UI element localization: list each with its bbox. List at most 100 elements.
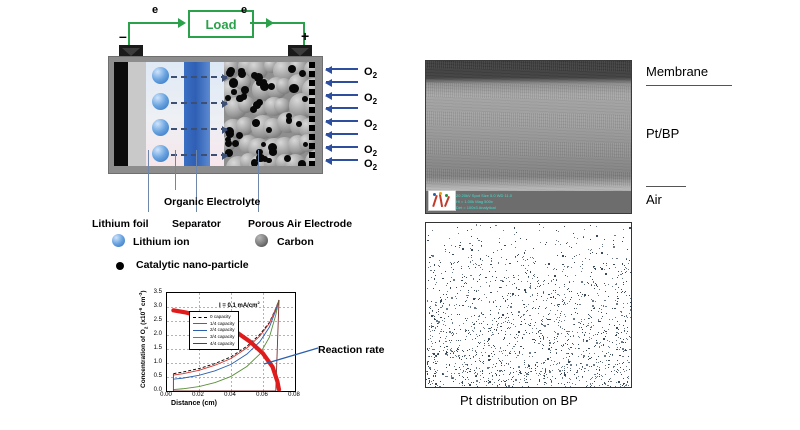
pt-dot <box>493 317 496 320</box>
pt-dot <box>507 363 510 365</box>
pt-dot <box>535 307 537 309</box>
pt-dot <box>488 338 490 340</box>
pt-dot <box>601 268 603 270</box>
pt-dot <box>474 372 476 374</box>
pt-dot <box>618 381 620 383</box>
porous-air-electrode <box>224 62 315 166</box>
pt-dot <box>527 258 529 260</box>
pt-dot <box>545 371 546 373</box>
organic-electrolyte-right <box>210 62 224 166</box>
pt-dot <box>569 298 571 300</box>
pt-dot <box>517 253 519 255</box>
terminal-negative <box>119 45 143 59</box>
pt-dot <box>608 268 610 269</box>
reaction-rate-label: Reaction rate <box>318 344 385 356</box>
pt-dot <box>530 319 532 321</box>
pt-dot <box>535 361 537 363</box>
pt-dot <box>625 333 627 334</box>
pt-dot <box>543 324 545 326</box>
catalytic-nanoparticle <box>283 154 291 162</box>
pt-dot <box>606 353 608 355</box>
pt-dot <box>469 384 471 386</box>
pt-dot <box>428 356 430 357</box>
pt-dot <box>479 315 480 317</box>
pt-dot <box>598 342 600 344</box>
pt-dot <box>475 353 477 355</box>
sem-info-line-2: Hi = 1.00k Mag 500x <box>456 199 493 204</box>
pt-dot <box>528 372 530 373</box>
pt-dot <box>504 300 507 302</box>
pt-dot <box>465 339 467 341</box>
pt-dot <box>549 345 550 347</box>
current-collector-dot <box>309 143 315 149</box>
pt-dot <box>469 274 471 276</box>
pt-dot <box>474 322 476 324</box>
callout-lithium-foil: Lithium foil <box>92 218 149 230</box>
pt-dot <box>506 270 508 271</box>
pt-dot <box>591 376 593 378</box>
oxygen-inflow-arrow <box>325 131 358 139</box>
separator-layer <box>184 62 210 166</box>
pt-dot <box>601 332 603 334</box>
pt-dot <box>509 373 511 375</box>
pt-dot <box>518 352 520 354</box>
pt-dot <box>487 343 489 345</box>
pt-dot <box>528 356 530 358</box>
pt-dot <box>446 354 448 355</box>
pt-dot <box>470 381 472 383</box>
pt-dot <box>532 247 534 249</box>
pt-dot <box>601 384 603 385</box>
pt-dot <box>473 298 475 300</box>
catalytic-nanoparticle <box>225 95 231 101</box>
pt-dot <box>431 326 433 328</box>
pt-dot <box>469 248 471 250</box>
catalytic-nanoparticle <box>287 65 296 73</box>
pt-dot <box>439 290 441 292</box>
pt-dot <box>464 371 466 373</box>
pt-dot <box>443 320 445 322</box>
pt-dot <box>520 316 522 318</box>
pt-dot <box>488 271 490 272</box>
pt-dot <box>561 300 563 302</box>
pt-dot <box>513 367 515 369</box>
pt-dot <box>562 377 564 379</box>
pt-dot <box>429 338 431 340</box>
pt-dot <box>513 350 515 352</box>
pt-dot <box>433 287 435 289</box>
pt-dot <box>511 322 512 324</box>
pt-dot <box>597 310 599 312</box>
pt-dot <box>507 327 509 329</box>
pt-dot <box>615 382 617 384</box>
pt-dot <box>501 350 503 352</box>
pt-dot <box>541 320 543 322</box>
pt-dot <box>430 334 432 336</box>
battery-schematic: Load e e – + O2 O2 O2 O2 O2 Or <box>0 0 420 290</box>
pt-dot <box>627 378 629 380</box>
pt-dot <box>456 350 458 351</box>
pt-dot <box>454 362 457 365</box>
pt-dot <box>543 336 545 338</box>
pt-dot <box>584 371 586 373</box>
pt-dot <box>622 314 624 316</box>
pt-dot <box>605 330 607 333</box>
pt-dot <box>529 367 530 369</box>
pt-dot <box>620 311 623 313</box>
chart-series-2-4-capacity <box>173 299 280 380</box>
pt-dot <box>562 270 563 272</box>
pt-dot <box>473 381 475 383</box>
pt-dot <box>467 294 469 296</box>
pt-dot <box>475 320 477 322</box>
lithium-ion-particle <box>152 67 169 84</box>
pt-dot <box>476 280 478 282</box>
pt-dot <box>447 355 449 357</box>
pt-dot <box>571 382 573 384</box>
lithium-ion-migration-arrow <box>171 100 228 108</box>
pt-dot <box>501 365 503 367</box>
gridline-horizontal <box>167 363 295 364</box>
pt-dot <box>429 306 431 308</box>
pt-dot <box>520 316 521 318</box>
pt-dot <box>607 253 609 255</box>
pt-dot <box>463 376 465 378</box>
pt-dot <box>590 249 592 251</box>
pt-dot <box>442 372 444 374</box>
